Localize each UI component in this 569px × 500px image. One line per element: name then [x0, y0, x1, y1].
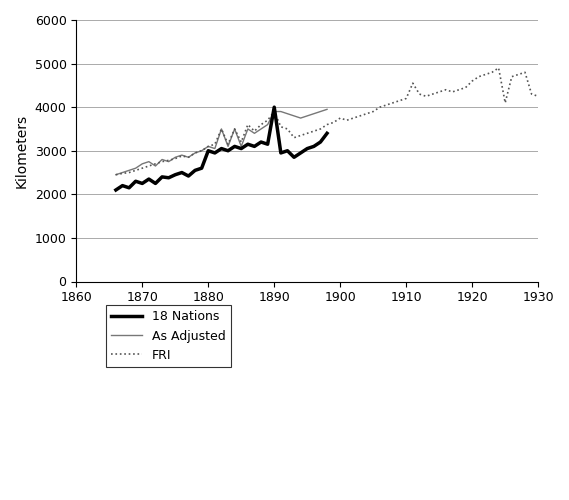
- Legend: 18 Nations, As Adjusted, FRI: 18 Nations, As Adjusted, FRI: [106, 306, 230, 367]
- Y-axis label: Kilometers: Kilometers: [15, 114, 29, 188]
